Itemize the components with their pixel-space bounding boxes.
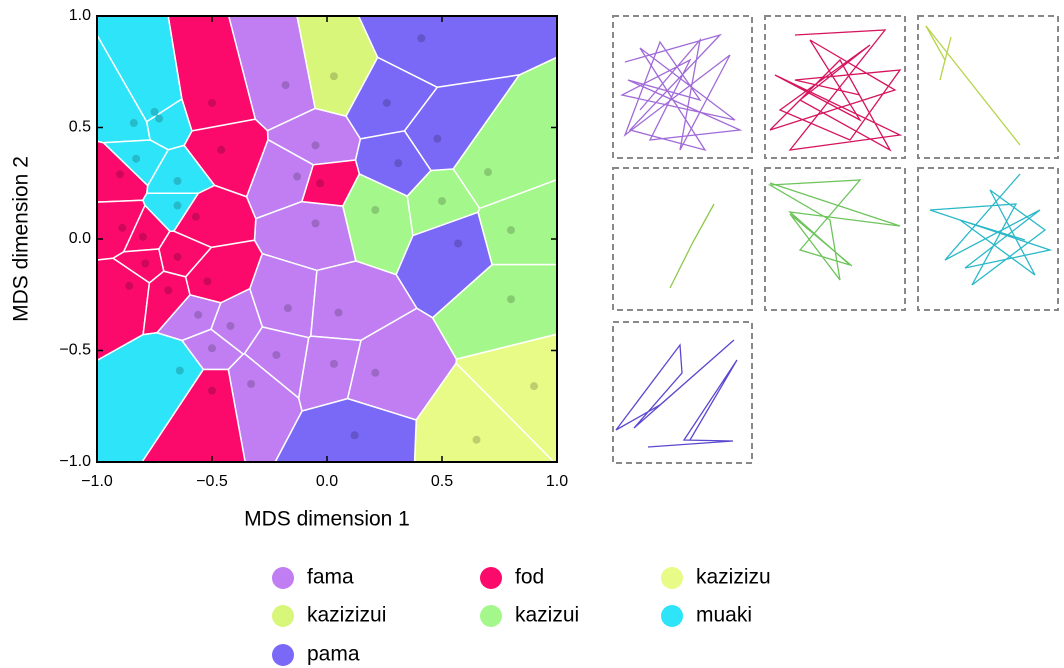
- point: [139, 232, 147, 241]
- point: [454, 239, 463, 248]
- legend-swatch: [272, 567, 294, 589]
- point: [281, 81, 290, 90]
- point: [191, 212, 200, 221]
- legend-label: fama: [307, 566, 354, 589]
- point: [530, 382, 538, 391]
- point: [155, 114, 164, 123]
- point: [394, 159, 403, 168]
- point: [329, 72, 338, 81]
- voronoi-cell: [96, 331, 205, 463]
- panel: [917, 15, 1059, 159]
- point: [208, 386, 216, 395]
- point: [334, 308, 343, 317]
- panel: [764, 167, 906, 311]
- panel: [612, 15, 753, 159]
- point: [417, 34, 426, 43]
- point: [316, 179, 325, 188]
- point: [433, 134, 442, 143]
- panel: [764, 15, 906, 159]
- point: [173, 201, 182, 210]
- x-tick-label: −1.0: [81, 473, 113, 490]
- point: [329, 359, 338, 368]
- point: [226, 321, 235, 330]
- x-tick-label: 1.0: [546, 473, 568, 490]
- point: [311, 141, 320, 150]
- legend-swatch: [272, 605, 294, 627]
- point: [129, 119, 138, 128]
- y-axis-label: MDS dimension 2: [10, 156, 33, 322]
- y-tick-label: −0.5: [59, 342, 91, 359]
- x-tick-label: 0.5: [431, 473, 453, 490]
- point: [484, 168, 492, 177]
- x-axis-label: MDS dimension 1: [244, 508, 410, 531]
- point: [272, 350, 281, 359]
- point: [175, 366, 184, 375]
- legend-swatch: [661, 567, 683, 589]
- point: [371, 368, 380, 377]
- point: [173, 177, 182, 186]
- y-tick-label: 1.0: [69, 7, 91, 24]
- legend-label: pama: [307, 643, 360, 666]
- point: [283, 304, 292, 313]
- legend-swatch: [480, 605, 502, 627]
- voronoi-cell: [184, 239, 264, 304]
- legend-label: kazizui: [515, 604, 579, 627]
- point: [507, 295, 515, 304]
- cells: [96, 15, 558, 463]
- point: [150, 107, 159, 116]
- voronoi-cell: [354, 130, 432, 197]
- point: [438, 197, 446, 206]
- panel: [612, 167, 753, 311]
- legend-swatch: [661, 605, 683, 627]
- point: [164, 286, 173, 295]
- point: [208, 98, 216, 107]
- voronoi-cell: [395, 211, 493, 319]
- point: [507, 226, 515, 235]
- legend-label: fod: [515, 566, 544, 589]
- point: [208, 344, 216, 353]
- point: [311, 219, 320, 228]
- point: [203, 277, 212, 286]
- y-tick-label: 0.0: [69, 230, 91, 247]
- legend-label: muaki: [696, 604, 752, 627]
- point: [217, 145, 226, 154]
- point: [247, 379, 256, 388]
- legend-label: kazizizui: [307, 604, 386, 627]
- point: [116, 170, 124, 179]
- y-tick-label: −1.0: [59, 453, 91, 470]
- legend-swatch: [480, 567, 502, 589]
- point: [173, 252, 182, 261]
- point: [125, 281, 134, 290]
- x-tick-label: −0.5: [196, 473, 228, 490]
- point: [382, 98, 391, 107]
- point: [371, 206, 380, 215]
- point: [350, 431, 359, 440]
- point: [132, 154, 141, 163]
- panel: [612, 321, 753, 464]
- legend-swatch: [272, 644, 294, 666]
- point: [472, 435, 481, 444]
- voronoi-cell: [141, 192, 200, 232]
- point: [194, 310, 203, 319]
- panel: [917, 167, 1059, 311]
- x-tick-label: 0.0: [316, 473, 338, 490]
- point: [118, 223, 127, 232]
- legend-label: kazizizu: [696, 566, 771, 589]
- point: [293, 172, 302, 181]
- y-tick-label: 0.5: [69, 119, 91, 136]
- panels: [612, 15, 1059, 464]
- point: [141, 259, 150, 268]
